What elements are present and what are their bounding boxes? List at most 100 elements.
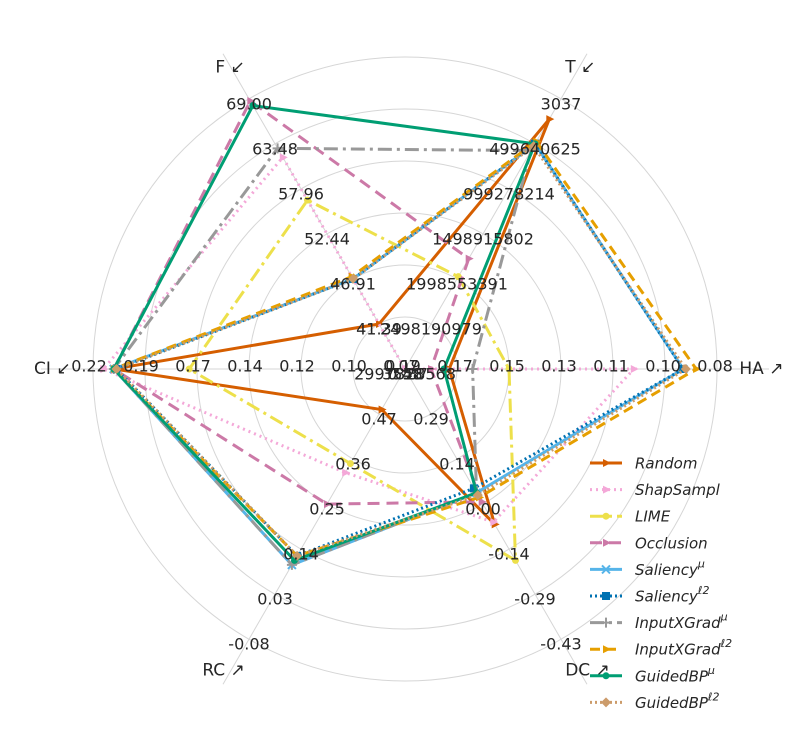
legend-item: Saliencyμ bbox=[590, 557, 705, 579]
data-point bbox=[402, 365, 410, 373]
tick-label: 0.14 bbox=[439, 455, 475, 474]
legend-item: Occlusion bbox=[590, 534, 708, 552]
data-point bbox=[601, 564, 611, 575]
data-point bbox=[490, 518, 499, 527]
legend: Random ShapSampl LIME Occlusion Saliencyμ Sal… bbox=[590, 455, 732, 712]
data-point bbox=[100, 365, 109, 373]
data-point bbox=[603, 459, 611, 467]
data-point bbox=[346, 460, 354, 468]
tick-label: -0.14 bbox=[488, 545, 529, 564]
legend-item: GuidedBPμ bbox=[590, 663, 715, 685]
tick-label: 0.19 bbox=[385, 357, 421, 376]
data-point bbox=[440, 365, 448, 373]
tick-label: -0.43 bbox=[540, 635, 581, 654]
legend-item: Random bbox=[590, 455, 697, 473]
data-point bbox=[272, 143, 283, 154]
data-point bbox=[603, 645, 611, 654]
data-point bbox=[111, 364, 122, 374]
tick-label: 0.14 bbox=[283, 545, 319, 564]
series-layer bbox=[100, 97, 702, 570]
data-point bbox=[602, 512, 610, 520]
axis-title: T ↙ bbox=[564, 57, 595, 77]
tick-label: 0.07 bbox=[383, 357, 419, 376]
tick-label: 0.00 bbox=[465, 500, 501, 519]
data-point bbox=[546, 115, 555, 124]
data-point bbox=[602, 592, 610, 600]
tick-label: -0.29 bbox=[514, 590, 555, 609]
data-point bbox=[428, 365, 436, 373]
tick-label: 0.03 bbox=[257, 590, 293, 609]
tick-label: 0.58 bbox=[387, 365, 423, 384]
data-point bbox=[454, 273, 462, 281]
legend-label: ShapSampl bbox=[635, 481, 721, 499]
legend-label: GuidedBPℓ2 bbox=[635, 690, 719, 712]
data-point bbox=[601, 697, 611, 708]
data-point bbox=[601, 617, 611, 628]
data-point bbox=[378, 405, 387, 414]
series-line bbox=[111, 98, 484, 506]
legend-label: Occlusion bbox=[635, 534, 708, 552]
data-point bbox=[279, 153, 288, 162]
legend-label: InputXGradℓ2 bbox=[635, 637, 732, 659]
legend-label: InputXGradμ bbox=[635, 610, 728, 632]
data-point bbox=[249, 102, 257, 110]
tick-label: 0.22 bbox=[71, 357, 107, 376]
data-point bbox=[528, 141, 539, 152]
tick-label: 52.44 bbox=[304, 229, 350, 248]
tick-label: 0.10 bbox=[645, 357, 681, 376]
data-point bbox=[505, 365, 513, 373]
data-point bbox=[185, 365, 193, 373]
series bbox=[185, 196, 519, 564]
series bbox=[110, 137, 702, 560]
series bbox=[111, 141, 691, 561]
tick-label: 0.13 bbox=[541, 357, 577, 376]
tick-label: 499640625 bbox=[489, 139, 581, 158]
legend-label: LIME bbox=[635, 508, 671, 526]
tick-label: 0.19 bbox=[123, 357, 159, 376]
tick-label: 0.43 bbox=[387, 365, 423, 384]
data-point bbox=[478, 497, 487, 506]
axis-title: RC ↗ bbox=[202, 661, 244, 681]
tick-label: 0.11 bbox=[593, 357, 629, 376]
tick-labels: 3037 499640625 999278214 1498915802 19985533… bbox=[71, 94, 733, 653]
tick-label: 0.36 bbox=[335, 455, 371, 474]
tick-label: 0.17 bbox=[437, 357, 473, 376]
data-point bbox=[465, 254, 474, 263]
data-point bbox=[292, 550, 303, 561]
data-point bbox=[603, 538, 611, 547]
data-point bbox=[304, 196, 311, 204]
tick-label: 0.10 bbox=[331, 357, 367, 376]
legend-item: Saliencyℓ2 bbox=[590, 584, 709, 606]
legend-label: GuidedBPμ bbox=[635, 663, 715, 685]
tick-label: 2997828568 bbox=[354, 365, 456, 384]
tick-label: 69.00 bbox=[226, 94, 272, 113]
axis-title: HA ↗ bbox=[739, 359, 783, 379]
data-point bbox=[467, 364, 478, 374]
tick-label: 35.87 bbox=[382, 365, 428, 384]
tick-label: 0.29 bbox=[413, 410, 449, 429]
data-point bbox=[512, 556, 519, 564]
legend-label: Saliencyℓ2 bbox=[635, 584, 709, 606]
tick-label: 57.96 bbox=[278, 184, 324, 203]
legend-item: InputXGradμ bbox=[590, 610, 728, 632]
axis-spoke bbox=[222, 368, 406, 685]
tick-label: 46.91 bbox=[330, 274, 376, 293]
tick-label: 41.39 bbox=[356, 319, 402, 338]
tick-label: 0.15 bbox=[489, 357, 525, 376]
series bbox=[100, 153, 639, 527]
series bbox=[110, 97, 487, 509]
data-point bbox=[472, 490, 483, 501]
axis-title: F ↙ bbox=[215, 57, 244, 77]
tick-label: 2498190979 bbox=[380, 319, 482, 338]
tick-label: 0.08 bbox=[697, 357, 733, 376]
axis-spoke bbox=[404, 368, 588, 685]
tick-label: 0.14 bbox=[227, 357, 263, 376]
data-point bbox=[342, 468, 351, 477]
legend-label: Random bbox=[635, 455, 697, 473]
axis-spoke bbox=[404, 53, 588, 370]
data-point bbox=[693, 365, 702, 373]
data-point bbox=[602, 672, 610, 680]
legend-item: InputXGradℓ2 bbox=[590, 637, 732, 659]
data-point bbox=[446, 365, 455, 373]
legend-label: Saliencyμ bbox=[635, 557, 705, 579]
